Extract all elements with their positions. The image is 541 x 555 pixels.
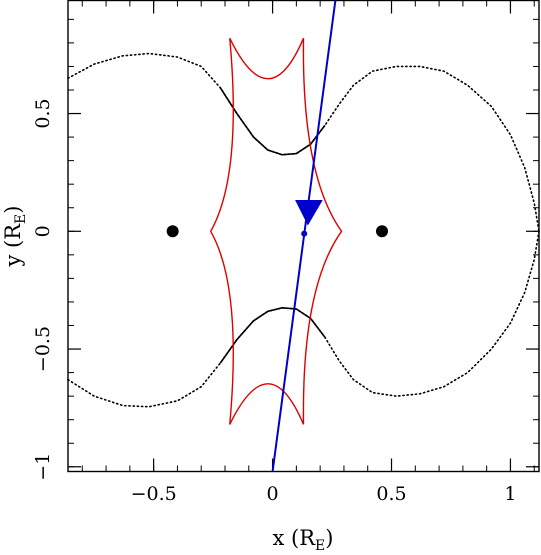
y-tick-label: −0.5	[32, 326, 54, 372]
caustic-curve	[209, 37, 343, 425]
lens-mass-1	[166, 225, 179, 238]
critical-curve-lower-solid	[219, 307, 326, 364]
caustic-path	[209, 37, 343, 425]
y-axis-label-close: )	[1, 206, 25, 214]
y-axis-label: y (RE)	[1, 206, 29, 268]
x-axis-label-sub: E	[315, 538, 325, 554]
x-axis-label-main: x (R	[273, 526, 317, 550]
source-point	[301, 230, 308, 237]
critical-curves	[67, 52, 540, 408]
x-tick-label: −0.5	[131, 483, 177, 505]
y-axis-label-sub: E	[13, 214, 29, 224]
y-tick-label: −1	[32, 453, 54, 481]
x-axis-label-close: )	[325, 526, 333, 550]
x-tick-labels: −0.5 0 0.5 1	[131, 483, 517, 505]
x-tick-label: 0.5	[376, 483, 406, 505]
trajectory-arrow	[295, 199, 323, 226]
y-axis-label-main: y (R	[1, 223, 25, 268]
critical-curve-upper-solid	[219, 87, 326, 156]
x-tick-label: 1	[504, 483, 516, 505]
x-tick-label: 0	[267, 483, 279, 505]
y-tick-label: 0.5	[32, 98, 54, 128]
source-trajectory	[271, 0, 337, 472]
y-tick-label: 0	[32, 225, 54, 237]
lens-masses	[166, 225, 388, 238]
y-tick-labels: −1 −0.5 0 0.5	[32, 98, 54, 480]
lens-mass-2	[376, 225, 388, 238]
x-axis-label: x (RE)	[273, 526, 334, 554]
critical-curve-upper-dotted	[67, 52, 540, 233]
